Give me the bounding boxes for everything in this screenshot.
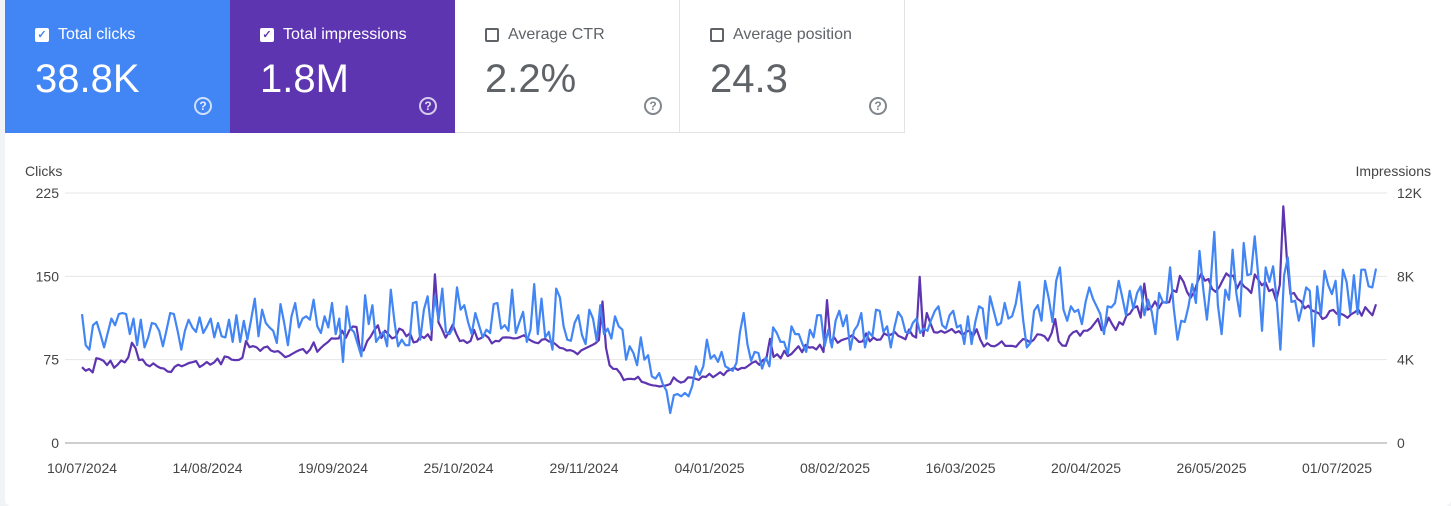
card-header: Average position bbox=[710, 26, 852, 44]
card-header: ✓ Total impressions bbox=[260, 26, 407, 44]
x-tick-label: 04/01/2025 bbox=[674, 460, 744, 476]
gridlines bbox=[65, 192, 1387, 444]
card-value: 24.3 bbox=[710, 57, 788, 101]
x-tick-label: 01/07/2025 bbox=[1302, 460, 1372, 476]
x-tick-label: 20/04/2025 bbox=[1051, 460, 1121, 476]
card-average-ctr[interactable]: Average CTR 2.2% ? bbox=[455, 0, 680, 133]
card-value: 1.8M bbox=[260, 57, 349, 101]
card-header: Average CTR bbox=[485, 26, 605, 44]
x-tick-label: 29/11/2024 bbox=[549, 460, 618, 476]
card-label: Total clicks bbox=[58, 26, 136, 43]
right-axis-title: Impressions bbox=[1356, 163, 1431, 179]
checkbox-unchecked-icon[interactable] bbox=[485, 28, 499, 42]
y-tick-label-left: 0 bbox=[51, 435, 59, 451]
left-y-ticks: 0 75 150 225 bbox=[36, 185, 60, 451]
card-total-clicks[interactable]: ✓ Total clicks 38.8K ? bbox=[5, 0, 230, 133]
x-tick-label: 10/07/2024 bbox=[47, 460, 117, 476]
y-tick-label-right: 0 bbox=[1397, 435, 1405, 451]
help-icon[interactable]: ? bbox=[419, 97, 437, 115]
series-lines bbox=[80, 205, 1378, 415]
card-label: Total impressions bbox=[283, 26, 407, 43]
metric-cards: ✓ Total clicks 38.8K ? ✓ Total impressio… bbox=[5, 0, 905, 133]
y-tick-label-left: 225 bbox=[36, 185, 60, 201]
impressions-line bbox=[81, 205, 1378, 388]
x-tick-label: 08/02/2025 bbox=[800, 460, 870, 476]
card-average-position[interactable]: Average position 24.3 ? bbox=[680, 0, 905, 133]
x-tick-label: 16/03/2025 bbox=[925, 460, 995, 476]
x-tick-label: 25/10/2024 bbox=[423, 460, 493, 476]
checkbox-checked-icon[interactable]: ✓ bbox=[35, 28, 49, 42]
checkbox-checked-icon[interactable]: ✓ bbox=[260, 28, 274, 42]
y-tick-label-left: 75 bbox=[43, 352, 59, 368]
x-ticks: 10/07/2024 14/08/2024 19/09/2024 25/10/2024… bbox=[47, 460, 1372, 476]
y-tick-label-right: 8K bbox=[1397, 268, 1415, 284]
card-header: ✓ Total clicks bbox=[35, 26, 135, 44]
card-value: 38.8K bbox=[35, 57, 140, 101]
clicks-line bbox=[80, 230, 1378, 415]
x-tick-label: 14/08/2024 bbox=[172, 460, 242, 476]
card-total-impressions[interactable]: ✓ Total impressions 1.8M ? bbox=[230, 0, 455, 133]
card-value: 2.2% bbox=[485, 57, 577, 101]
y-tick-label-right: 12K bbox=[1397, 185, 1423, 201]
right-y-ticks: 0 4K 8K 12K bbox=[1397, 185, 1423, 451]
checkbox-unchecked-icon[interactable] bbox=[710, 28, 724, 42]
y-tick-label-right: 4K bbox=[1397, 352, 1415, 368]
help-icon[interactable]: ? bbox=[644, 97, 662, 115]
x-tick-label: 26/05/2025 bbox=[1176, 460, 1246, 476]
help-icon[interactable]: ? bbox=[869, 97, 887, 115]
help-icon[interactable]: ? bbox=[194, 97, 212, 115]
left-axis-title: Clicks bbox=[25, 163, 62, 179]
y-tick-label-left: 150 bbox=[36, 268, 60, 284]
card-label: Average position bbox=[733, 26, 852, 43]
x-tick-label: 19/09/2024 bbox=[298, 460, 368, 476]
card-label: Average CTR bbox=[508, 26, 605, 43]
